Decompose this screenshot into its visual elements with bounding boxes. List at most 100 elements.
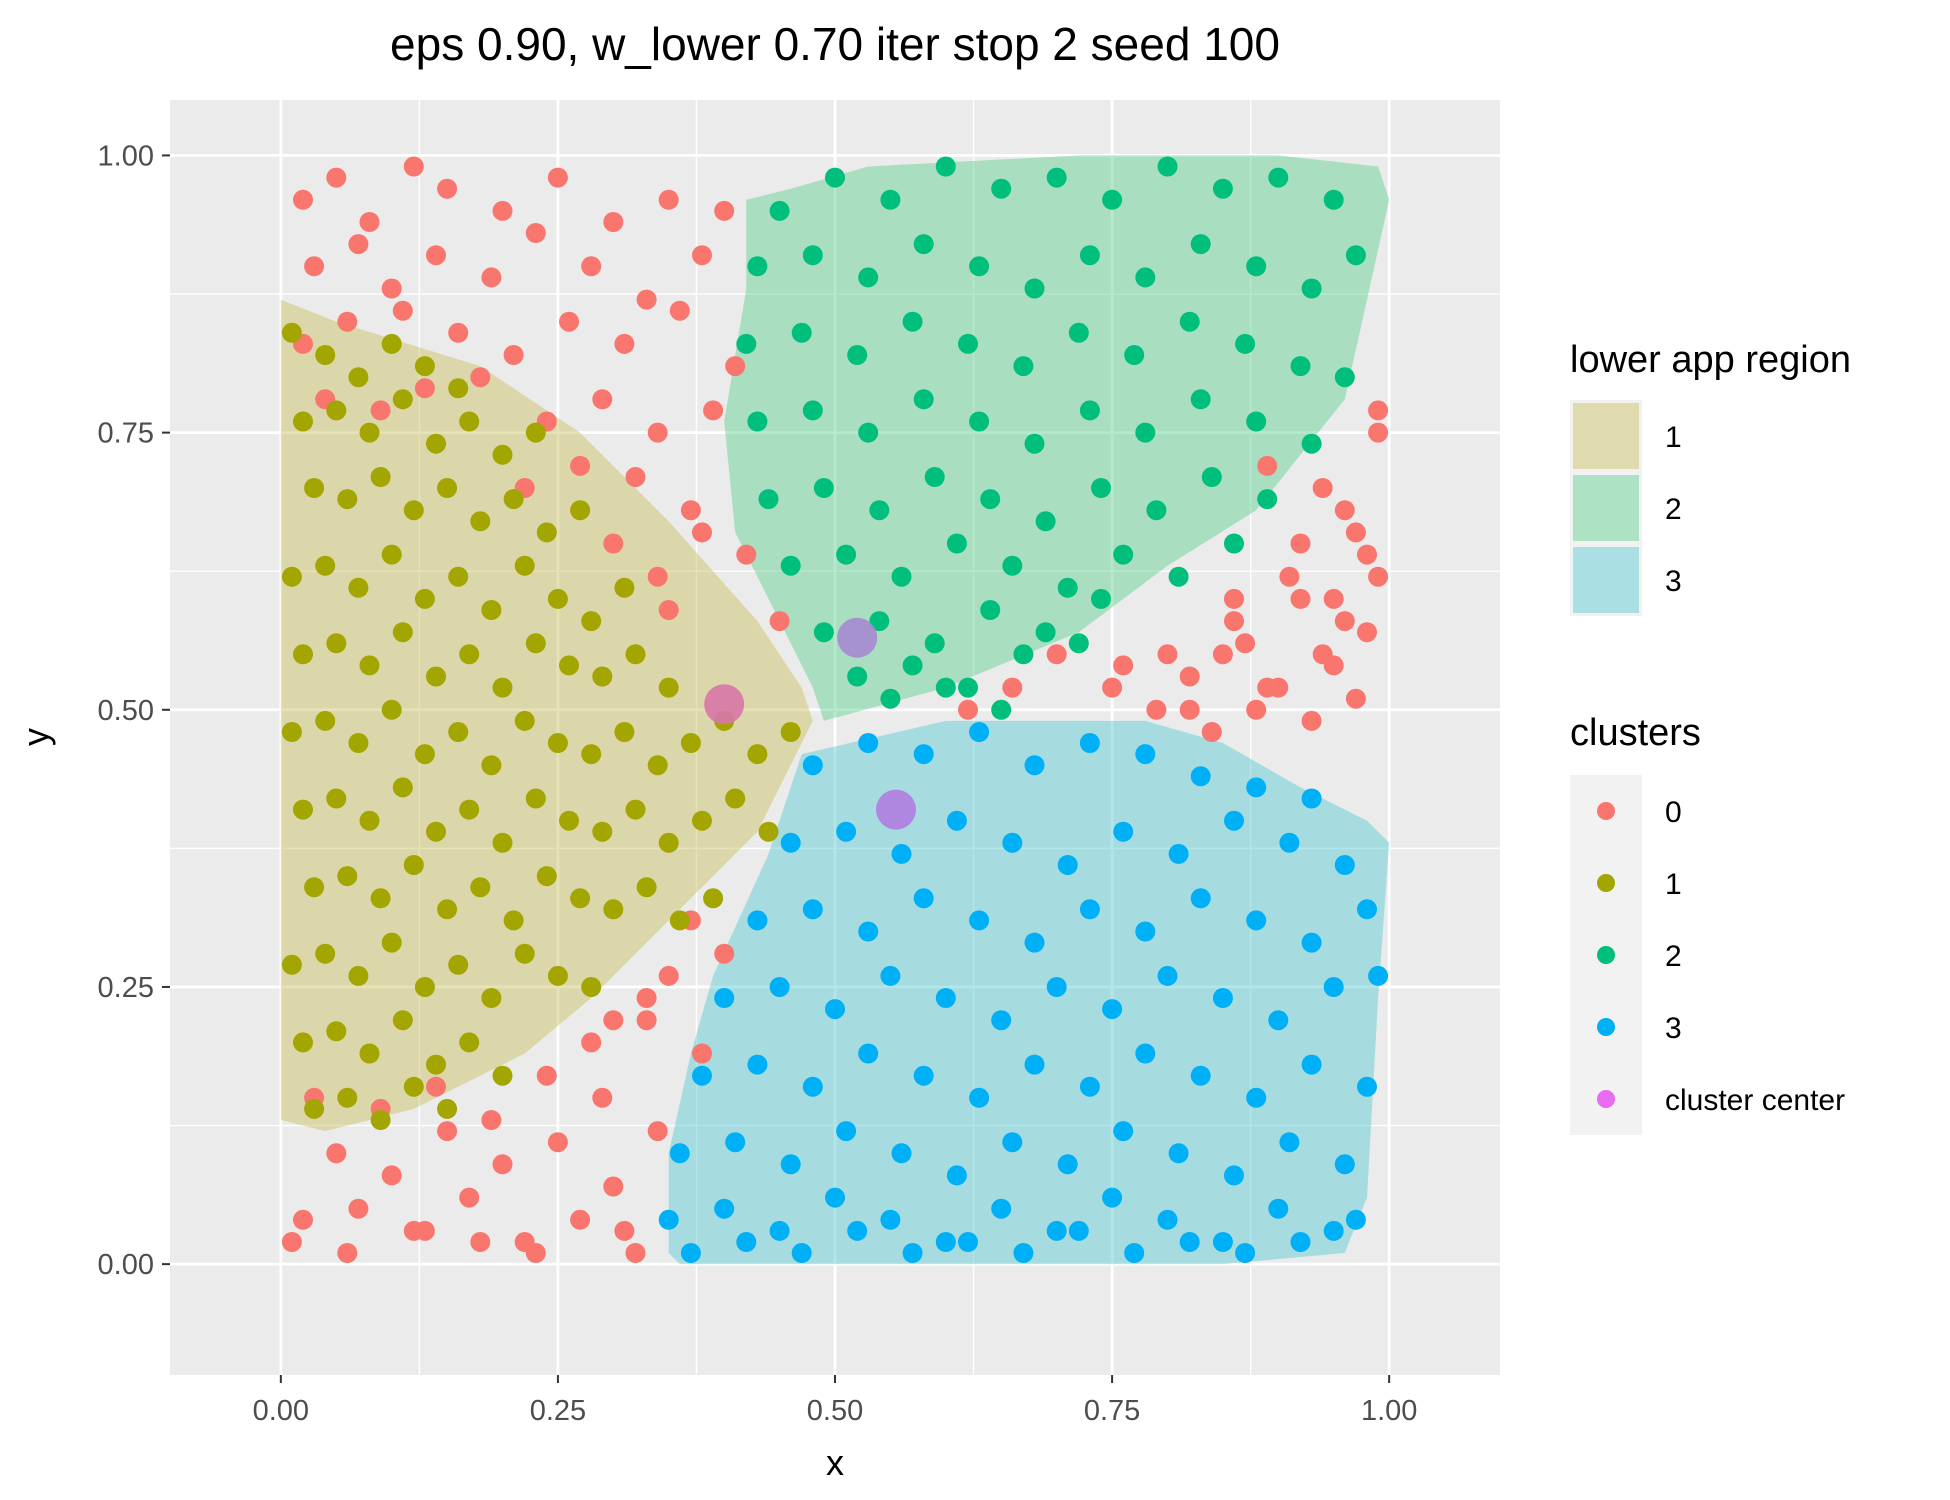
point-cluster-3 — [1168, 843, 1189, 864]
point-cluster-1 — [470, 511, 491, 532]
point-cluster-3 — [1334, 855, 1355, 875]
point-cluster-2 — [802, 400, 823, 421]
point-cluster-1 — [326, 633, 347, 654]
point-cluster-2 — [902, 655, 923, 676]
point-cluster-3 — [1079, 1076, 1100, 1097]
point-cluster-3 — [1334, 1154, 1355, 1175]
point-cluster-3 — [1357, 899, 1377, 920]
point-cluster-2 — [1146, 500, 1167, 521]
point-cluster-3 — [825, 1187, 845, 1208]
point-cluster-3 — [692, 1065, 712, 1086]
point-cluster-3 — [880, 1209, 901, 1230]
point-cluster-2 — [1190, 389, 1211, 410]
point-cluster-0 — [525, 223, 546, 243]
point-cluster-1 — [281, 566, 302, 587]
point-cluster-2 — [847, 345, 868, 365]
point-cluster-1 — [503, 910, 524, 931]
point-cluster-0 — [592, 389, 613, 410]
point-cluster-2 — [880, 189, 901, 210]
point-cluster-0 — [1246, 699, 1267, 720]
point-cluster-0 — [1290, 533, 1311, 554]
point-cluster-0 — [481, 1110, 502, 1130]
cluster-points — [281, 156, 1389, 1263]
point-cluster-1 — [448, 954, 469, 975]
cluster-center-point — [837, 617, 878, 658]
point-cluster-0 — [1257, 677, 1278, 698]
point-cluster-2 — [1079, 400, 1100, 421]
point-cluster-2 — [1190, 234, 1211, 255]
legend-dot-cluster-0 — [1597, 802, 1615, 820]
point-cluster-2 — [1068, 322, 1089, 343]
y-axis-title: y — [15, 728, 56, 746]
point-cluster-1 — [414, 588, 435, 609]
point-cluster-3 — [1013, 1243, 1034, 1263]
point-cluster-0 — [1334, 500, 1355, 521]
x-tick-label: 0.00 — [253, 1395, 309, 1427]
point-cluster-0 — [1290, 588, 1311, 609]
point-cluster-1 — [669, 910, 690, 931]
point-cluster-2 — [1057, 577, 1078, 598]
point-cluster-1 — [348, 965, 369, 986]
point-cluster-1 — [448, 566, 469, 587]
point-cluster-0 — [1279, 566, 1300, 587]
point-cluster-0 — [636, 1010, 657, 1031]
point-cluster-0 — [1224, 611, 1244, 632]
point-cluster-3 — [658, 1209, 679, 1230]
point-cluster-0 — [725, 356, 746, 377]
point-cluster-0 — [547, 167, 568, 188]
point-cluster-1 — [492, 832, 513, 853]
point-cluster-3 — [1246, 1087, 1267, 1108]
point-cluster-3 — [780, 832, 801, 853]
x-tick-label: 1.00 — [1361, 1395, 1417, 1427]
point-cluster-2 — [825, 167, 845, 188]
point-cluster-2 — [1290, 356, 1311, 377]
point-cluster-3 — [946, 810, 967, 831]
point-cluster-1 — [559, 810, 579, 831]
point-cluster-1 — [592, 666, 613, 687]
point-cluster-1 — [304, 1098, 325, 1119]
point-cluster-0 — [381, 1165, 402, 1186]
point-cluster-2 — [946, 533, 967, 554]
point-cluster-0 — [647, 566, 668, 587]
point-cluster-0 — [647, 1121, 668, 1142]
point-cluster-1 — [348, 577, 369, 598]
point-cluster-1 — [625, 799, 646, 820]
point-cluster-0 — [403, 156, 424, 177]
point-cluster-2 — [969, 411, 990, 432]
point-cluster-2 — [1268, 167, 1289, 188]
point-cluster-3 — [1157, 965, 1178, 986]
point-cluster-1 — [692, 810, 712, 831]
point-cluster-2 — [736, 333, 757, 354]
point-cluster-1 — [315, 710, 336, 731]
point-cluster-2 — [1301, 278, 1322, 299]
point-cluster-3 — [1301, 1054, 1322, 1075]
point-cluster-2 — [791, 322, 812, 343]
point-cluster-1 — [348, 733, 369, 753]
point-cluster-3 — [858, 921, 879, 942]
point-cluster-0 — [1046, 644, 1067, 665]
point-cluster-2 — [1224, 533, 1244, 554]
legend-label-cluster-1: 1 — [1665, 868, 1682, 901]
point-cluster-0 — [603, 212, 624, 232]
point-cluster-3 — [946, 1165, 967, 1186]
point-cluster-2 — [1334, 367, 1355, 388]
legend-label-cluster-2: 2 — [1665, 940, 1682, 973]
point-cluster-3 — [802, 755, 823, 776]
point-cluster-3 — [1357, 1076, 1377, 1097]
point-cluster-0 — [1357, 544, 1377, 565]
point-cluster-0 — [680, 500, 701, 521]
point-cluster-1 — [481, 755, 502, 776]
point-cluster-2 — [747, 256, 768, 277]
region-2-hull — [724, 155, 1390, 721]
point-cluster-1 — [703, 888, 724, 909]
point-cluster-1 — [514, 555, 535, 576]
point-cluster-3 — [1135, 744, 1156, 765]
point-cluster-1 — [359, 1043, 380, 1064]
point-cluster-3 — [1301, 932, 1322, 953]
point-cluster-1 — [326, 1021, 347, 1042]
point-cluster-1 — [281, 322, 302, 343]
legend-key-bg — [1570, 400, 1642, 472]
point-cluster-1 — [570, 500, 591, 521]
point-cluster-0 — [1312, 478, 1333, 498]
